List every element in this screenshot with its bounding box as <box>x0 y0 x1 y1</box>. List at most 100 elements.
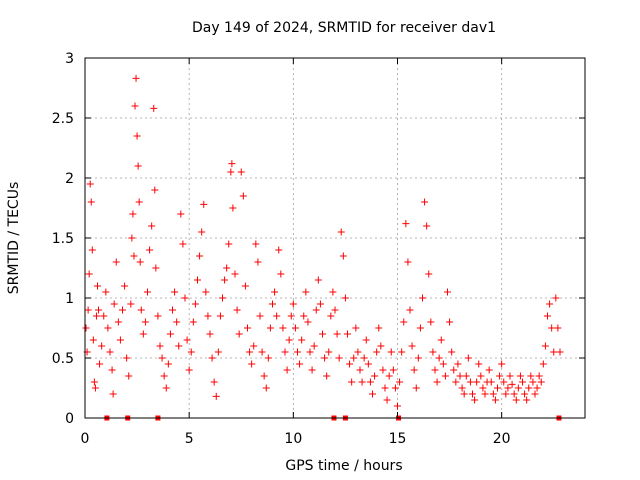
data-point <box>410 366 418 374</box>
data-point <box>531 390 539 398</box>
data-point <box>519 378 526 386</box>
data-point <box>283 366 291 374</box>
data-point <box>279 324 287 332</box>
data-point <box>254 258 262 266</box>
data-point <box>98 342 106 350</box>
data-point <box>229 204 237 212</box>
data-point <box>423 222 431 230</box>
data-point <box>94 282 101 290</box>
data-point <box>200 200 208 208</box>
data-point <box>212 392 220 400</box>
data-point <box>171 288 179 296</box>
data-point <box>444 288 451 296</box>
x-axis-ticks: 0 5 10 15 20 <box>81 58 511 447</box>
grid <box>85 58 585 418</box>
data-point <box>231 270 239 278</box>
data-point <box>214 348 222 356</box>
data-point <box>104 324 112 332</box>
data-point <box>394 402 401 410</box>
data-point <box>398 348 406 356</box>
data-point <box>134 162 142 170</box>
data-point <box>108 366 116 374</box>
data-point <box>135 198 143 206</box>
data-point <box>291 324 299 332</box>
data-point <box>435 354 443 362</box>
data-point <box>260 372 268 380</box>
data-point <box>533 384 541 392</box>
data-point <box>377 342 385 350</box>
data-point <box>381 384 389 392</box>
data-point <box>481 390 489 398</box>
data-point <box>406 306 414 314</box>
data-point <box>85 270 93 278</box>
data-point <box>258 348 266 356</box>
data-point <box>204 312 212 320</box>
data-point <box>494 384 501 392</box>
data-point <box>156 342 164 350</box>
data-point <box>131 102 139 110</box>
y-tick-label: 3 <box>65 51 74 67</box>
data-point <box>88 246 96 254</box>
data-point <box>181 294 189 302</box>
data-point <box>475 360 483 368</box>
data-point <box>100 312 108 320</box>
data-point <box>414 354 422 362</box>
data-point <box>464 354 472 362</box>
data-point <box>194 276 201 284</box>
data-point <box>366 378 374 386</box>
data-point <box>302 288 310 296</box>
data-point <box>102 288 110 296</box>
data-point <box>123 354 131 362</box>
data-point <box>379 366 387 374</box>
data-point <box>162 384 170 392</box>
y-tick-label: 1 <box>65 291 74 307</box>
data-point <box>206 330 214 338</box>
data-point <box>266 324 274 332</box>
data-point <box>419 294 426 302</box>
data-point <box>248 360 256 368</box>
data-point <box>221 276 229 284</box>
data-point <box>350 354 358 362</box>
data-point <box>92 312 100 320</box>
data-point <box>264 354 272 362</box>
data-point <box>427 318 435 326</box>
data-point <box>312 306 320 314</box>
data-point <box>187 348 195 356</box>
data-point <box>106 348 114 356</box>
data-point <box>373 348 381 356</box>
data-point <box>133 132 141 140</box>
data-point <box>271 288 279 296</box>
data-point <box>431 366 439 374</box>
data-point <box>227 168 235 176</box>
data-point <box>225 240 233 248</box>
data-point <box>208 354 216 362</box>
data-point <box>371 372 379 380</box>
data-point <box>219 294 226 302</box>
data-point <box>223 264 231 272</box>
data-point <box>504 384 512 392</box>
data-point <box>471 396 479 404</box>
data-point <box>125 372 133 380</box>
data-point <box>228 160 236 168</box>
data-point <box>304 318 312 326</box>
data-point <box>166 330 174 338</box>
data-point <box>275 246 283 254</box>
data-point <box>491 396 499 404</box>
data-point <box>554 324 562 332</box>
x-tick-label: 0 <box>81 431 90 447</box>
data-point <box>175 342 183 350</box>
data-point <box>529 378 537 386</box>
data-point <box>460 390 468 398</box>
data-point <box>121 282 129 290</box>
data-point <box>550 348 558 356</box>
data-point <box>154 312 162 320</box>
data-point <box>546 300 554 308</box>
data-point <box>473 378 481 386</box>
data-point <box>352 324 360 332</box>
data-point <box>160 372 168 380</box>
data-point <box>151 186 159 194</box>
data-point <box>216 312 224 320</box>
data-point <box>210 378 218 386</box>
data-point <box>369 390 376 398</box>
data-point <box>277 270 285 278</box>
